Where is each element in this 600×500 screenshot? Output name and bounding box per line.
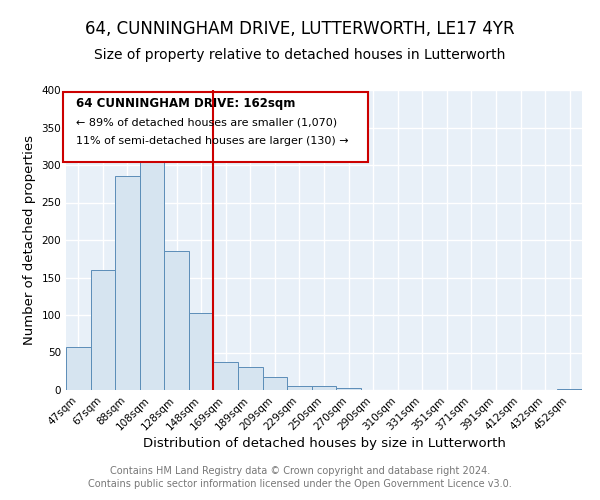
Text: Contains public sector information licensed under the Open Government Licence v3: Contains public sector information licen…: [88, 479, 512, 489]
Bar: [140, 144, 164, 390]
Bar: [214, 362, 238, 390]
X-axis label: Distribution of detached houses by size in Lutterworth: Distribution of detached houses by size …: [143, 438, 505, 450]
Text: ← 89% of detached houses are smaller (1,070): ← 89% of detached houses are smaller (1,…: [76, 118, 337, 128]
Bar: [263, 376, 287, 390]
Bar: [189, 313, 214, 390]
Bar: [238, 367, 263, 390]
Text: 64 CUNNINGHAM DRIVE: 162sqm: 64 CUNNINGHAM DRIVE: 162sqm: [76, 98, 296, 110]
Text: 11% of semi-detached houses are larger (130) →: 11% of semi-detached houses are larger (…: [76, 136, 349, 146]
Bar: [336, 388, 361, 390]
Bar: [91, 270, 115, 390]
Bar: [164, 251, 189, 390]
Bar: [115, 176, 140, 390]
Text: Size of property relative to detached houses in Lutterworth: Size of property relative to detached ho…: [94, 48, 506, 62]
Bar: [287, 386, 312, 390]
Bar: [66, 347, 91, 390]
Bar: [557, 388, 582, 390]
Text: Contains HM Land Registry data © Crown copyright and database right 2024.: Contains HM Land Registry data © Crown c…: [110, 466, 490, 476]
Text: 64, CUNNINGHAM DRIVE, LUTTERWORTH, LE17 4YR: 64, CUNNINGHAM DRIVE, LUTTERWORTH, LE17 …: [85, 20, 515, 38]
Bar: [312, 386, 336, 390]
Y-axis label: Number of detached properties: Number of detached properties: [23, 135, 36, 345]
FancyBboxPatch shape: [64, 92, 368, 162]
